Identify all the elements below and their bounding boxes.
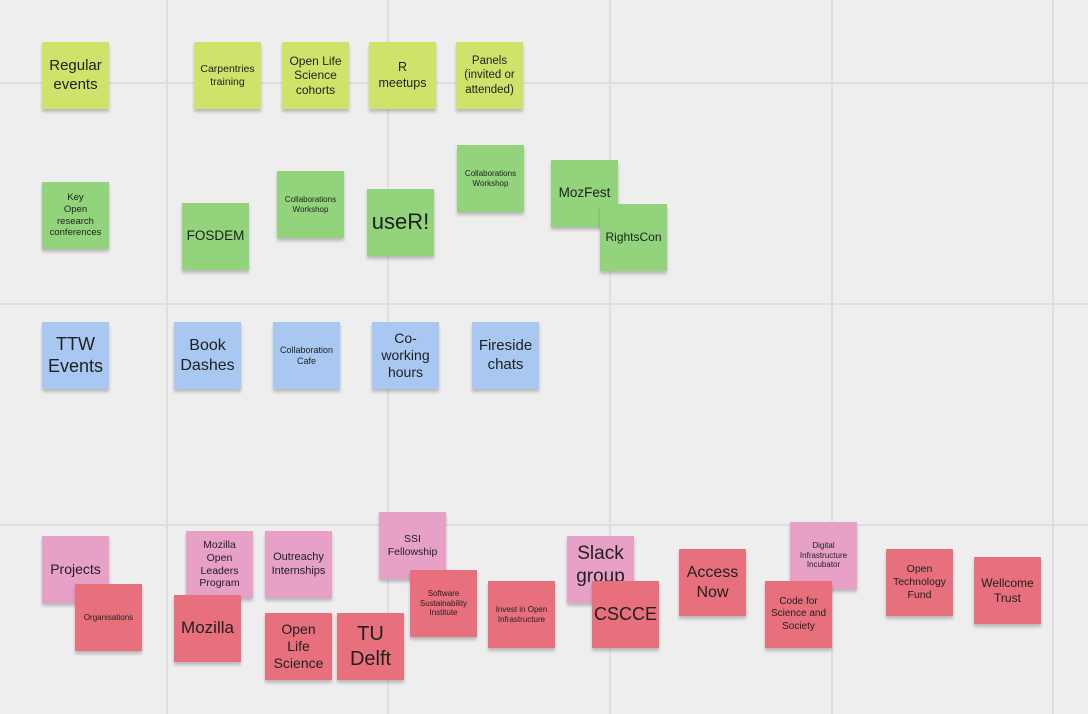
sticky-note[interactable]: Open Life Science (265, 613, 332, 680)
row-header-regular-events[interactable]: Regular events (42, 42, 109, 109)
sticky-note[interactable]: Collaboration Cafe (273, 322, 340, 389)
grid-line (0, 303, 1088, 305)
sticky-note[interactable]: R meetups (369, 42, 436, 109)
sticky-note[interactable]: Access Now (679, 549, 746, 616)
grid-line (1052, 0, 1054, 714)
sticky-note[interactable]: Open Technology Fund (886, 549, 953, 616)
sticky-note[interactable]: Co- working hours (372, 322, 439, 389)
sticky-note[interactable]: SSI Fellowship (379, 512, 446, 579)
sticky-note[interactable]: Invest in Open Infrastructure (488, 581, 555, 648)
sticky-note[interactable]: Open Life Science cohorts (282, 42, 349, 109)
sticky-note[interactable]: Panels (invited or attended) (456, 42, 523, 109)
row-header-ttw-events[interactable]: TTW Events (42, 322, 109, 389)
sticky-note[interactable]: Code for Science and Society (765, 581, 832, 648)
sticky-note[interactable]: Digital Infrastructure Incubator (790, 522, 857, 589)
grid-line (0, 524, 1088, 526)
sticky-note[interactable]: TU Delft (337, 613, 404, 680)
sticky-note[interactable]: Fireside chats (472, 322, 539, 389)
sticky-note[interactable]: Mozilla (174, 595, 241, 662)
sticky-note[interactable]: Wellcome Trust (974, 557, 1041, 624)
grid-line (609, 0, 611, 714)
sticky-note[interactable]: Outreachy Internships (265, 531, 332, 598)
sticky-note[interactable]: Carpentries training (194, 42, 261, 109)
grid-line (0, 82, 1088, 84)
grid-line (831, 0, 833, 714)
sticky-note[interactable]: Collaborations Workshop (277, 171, 344, 238)
sticky-note[interactable]: Software Sustainability Institute (410, 570, 477, 637)
sticky-note[interactable]: Mozilla Open Leaders Program (186, 531, 253, 598)
sticky-note[interactable]: CSCCE (592, 581, 659, 648)
row-header-conferences[interactable]: Key Open research conferences (42, 182, 109, 249)
grid-line (166, 0, 168, 714)
sticky-note[interactable]: Collaborations Workshop (457, 145, 524, 212)
row-header-organisations[interactable]: Organisations (75, 584, 142, 651)
sticky-note[interactable]: FOSDEM (182, 203, 249, 270)
sticky-note[interactable]: useR! (367, 189, 434, 256)
sticky-note[interactable]: Book Dashes (174, 322, 241, 389)
sticky-note[interactable]: RightsCon (600, 204, 667, 271)
